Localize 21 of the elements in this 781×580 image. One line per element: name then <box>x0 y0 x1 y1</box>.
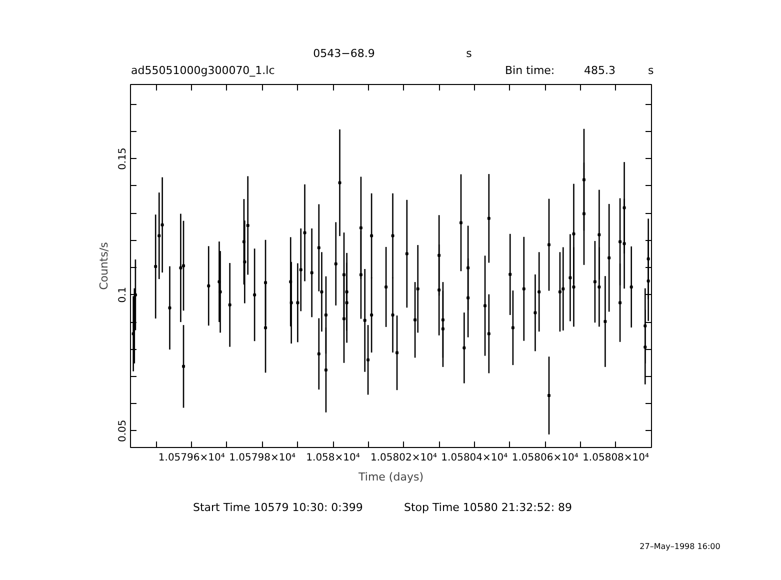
x-tick-label: 1.05808×10⁴ <box>582 452 650 464</box>
chart-title: 0543−68.9 <box>313 46 375 62</box>
y-tick-label: 0.1 <box>118 286 128 303</box>
y-tick-label: 0.15 <box>118 148 128 170</box>
text: s <box>466 46 472 62</box>
x-axis-title: Time (days) <box>358 470 424 484</box>
x-tick-label: 1.05806×10⁴ <box>512 452 578 464</box>
x-tick-label: 1.05802×10⁴ <box>370 452 437 464</box>
y-tick-label: 0.05 <box>118 420 128 442</box>
text: 27–May–1998 16:00 <box>640 541 720 552</box>
x-tick-label: 1.05804×10⁴ <box>441 452 508 464</box>
text: Stop Time 10580 21:32:52: 89 <box>404 500 572 516</box>
x-tick-label: 1.05798×10⁴ <box>229 452 296 464</box>
y-axis-title: Counts/s <box>98 242 110 290</box>
text: Bin time: <box>505 63 555 79</box>
x-tick-label: 1.058×10⁴ <box>306 452 360 464</box>
chart-subtitle: ad55051000g300070_1.lc <box>131 63 275 79</box>
text: Start Time 10579 10:30: 0:399 <box>193 500 363 516</box>
text: 485.3 <box>584 63 616 79</box>
x-tick-label: 1.05796×10⁴ <box>158 452 225 464</box>
text: s <box>648 63 654 79</box>
